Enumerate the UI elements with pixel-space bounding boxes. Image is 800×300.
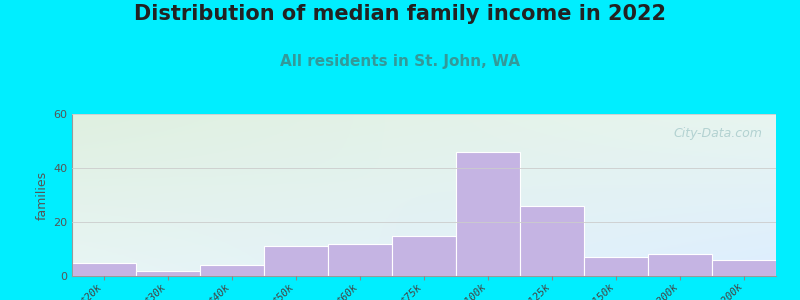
Bar xyxy=(72,262,136,276)
Bar xyxy=(648,254,712,276)
Bar xyxy=(584,257,648,276)
Bar xyxy=(136,271,200,276)
Bar xyxy=(456,152,520,276)
Bar xyxy=(328,244,392,276)
Bar xyxy=(712,260,776,276)
Bar xyxy=(264,246,328,276)
Text: City-Data.com: City-Data.com xyxy=(673,127,762,140)
Bar xyxy=(520,206,584,276)
Y-axis label: families: families xyxy=(36,170,49,220)
Bar xyxy=(392,236,456,276)
Text: All residents in St. John, WA: All residents in St. John, WA xyxy=(280,54,520,69)
Text: Distribution of median family income in 2022: Distribution of median family income in … xyxy=(134,4,666,25)
Bar xyxy=(200,265,264,276)
